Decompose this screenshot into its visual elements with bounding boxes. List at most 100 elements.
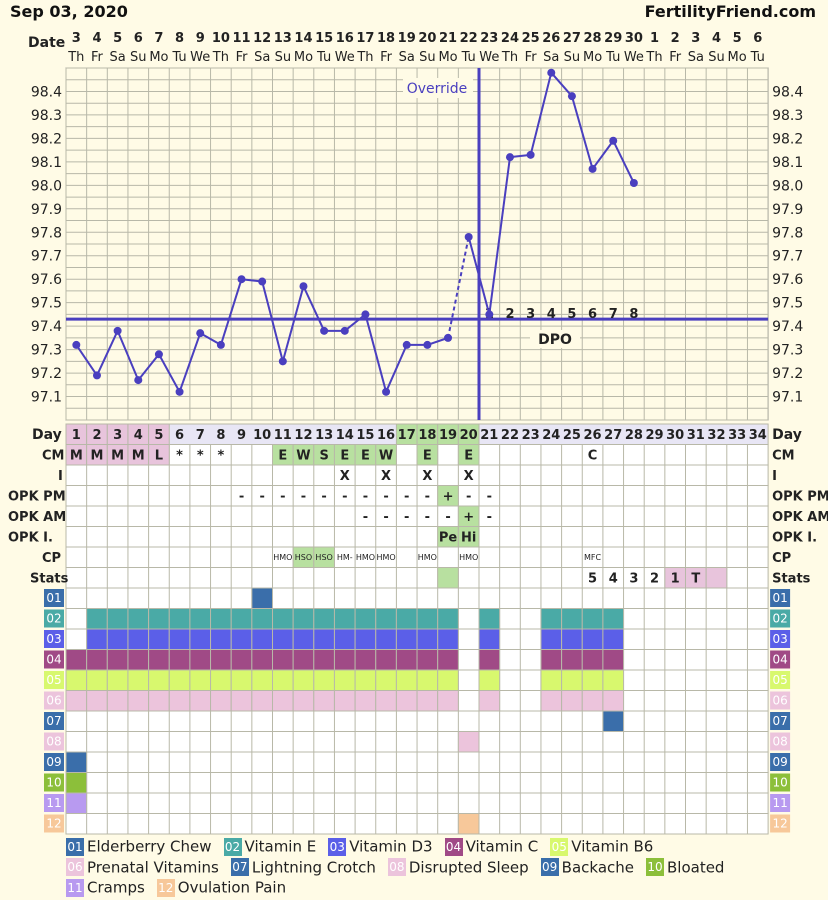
obs-row-label-right: CM <box>772 449 794 464</box>
date-label: 23 <box>480 31 498 46</box>
symptom-cell <box>354 608 377 630</box>
obs-cell-value: - <box>259 490 264 505</box>
symptom-cell <box>540 690 563 712</box>
temp-point <box>258 277 267 286</box>
symptom-cell <box>333 690 356 712</box>
cycle-day-number: 23 <box>522 428 540 443</box>
symptom-cell <box>106 669 129 691</box>
obs-cell-value: L <box>155 449 163 464</box>
dpo-number: 2 <box>505 307 514 322</box>
y-tick-label-left: 97.1 <box>31 390 62 406</box>
symptom-cell <box>375 649 397 671</box>
cycle-day-number: 1 <box>72 428 81 443</box>
symptom-cell <box>86 608 108 630</box>
legend-item: 07 Lightning Crotch <box>230 857 376 878</box>
symptom-code-badge-left <box>44 794 64 812</box>
temp-line-segment <box>467 236 491 315</box>
y-tick-label-right: 98.2 <box>772 131 803 147</box>
symptom-code-right: 12 <box>772 817 787 831</box>
obs-cell-value: HMO <box>418 553 437 562</box>
symptom-cell <box>292 690 315 712</box>
symptom-code-left: 02 <box>46 612 61 626</box>
cycle-day-number: 34 <box>749 428 767 443</box>
symptom-cell <box>602 608 625 630</box>
symptom-cell <box>148 669 170 691</box>
cycle-day-number: 31 <box>687 428 705 443</box>
symptom-cell <box>561 669 583 691</box>
weekday-label: Th <box>212 50 229 65</box>
y-tick-label-right: 97.7 <box>772 249 803 265</box>
temp-line-segment <box>591 140 615 170</box>
date-label: 20 <box>418 31 436 46</box>
symptom-cell <box>230 649 253 671</box>
y-tick-label-left: 97.8 <box>31 225 62 241</box>
temp-line-segment <box>158 353 181 393</box>
cycle-day-number: 20 <box>460 428 478 443</box>
cycle-day-number: 16 <box>377 428 395 443</box>
cycle-day-number: 15 <box>356 428 374 443</box>
obs-cell-value: C <box>588 449 598 464</box>
symptom-cell <box>602 628 625 650</box>
symptom-cell <box>561 608 583 630</box>
obs-cell-value: E <box>361 449 370 464</box>
symptom-cell <box>251 669 274 691</box>
temp-point <box>361 310 370 319</box>
date-label: 18 <box>377 31 395 46</box>
symptom-cell <box>65 669 88 691</box>
dpo-bg <box>530 330 580 348</box>
obs-cell-value: W <box>379 449 393 464</box>
cycle-day-number: 13 <box>315 428 333 443</box>
symptom-code-badge-right <box>770 794 791 812</box>
date-label: 22 <box>460 31 478 46</box>
symptom-cell <box>86 690 108 712</box>
weekday-label: Fr <box>669 50 682 65</box>
symptom-cell <box>148 628 170 650</box>
obs-row-label-right: OPK AM <box>772 510 828 525</box>
dpo-number: 8 <box>629 307 638 322</box>
date-row-label: Date <box>28 35 65 51</box>
site-name[interactable]: FertilityFriend.com <box>644 2 816 21</box>
weekday-label: Sa <box>688 50 704 65</box>
obs-cell-value: - <box>487 490 492 505</box>
legend-code: 03 <box>328 837 347 856</box>
date-label: 14 <box>294 31 312 46</box>
symptom-cell <box>251 608 274 630</box>
obs-cell-value: - <box>363 510 368 525</box>
temp-point <box>154 350 163 359</box>
obs-cell-value: X <box>464 469 474 484</box>
weekday-label: Th <box>501 50 518 65</box>
obs-cell-value: X <box>422 469 432 484</box>
symptom-cell <box>210 628 232 650</box>
temp-point <box>320 326 329 335</box>
symptom-cell <box>354 690 377 712</box>
cycle-day-label-right: Day <box>772 427 802 443</box>
date-label: 24 <box>501 31 519 46</box>
date-label: 25 <box>522 31 540 46</box>
symptom-cell <box>375 628 397 650</box>
legend-label: Prenatal Vitamins <box>87 858 219 876</box>
symptom-cell <box>540 649 563 671</box>
symptom-code-right: 08 <box>772 735 787 749</box>
cycle-day-number: 10 <box>253 428 271 443</box>
obs-cell-value: - <box>301 490 306 505</box>
temp-line-segment <box>385 344 408 393</box>
symptom-cell <box>230 608 253 630</box>
cycle-day-number: 18 <box>418 428 436 443</box>
temp-point <box>423 340 432 349</box>
symptom-cell <box>210 608 232 630</box>
date-label: 26 <box>542 31 560 46</box>
obs-cell-value: HMO <box>376 553 395 562</box>
legend-code: 05 <box>550 837 569 856</box>
temp-line-segment <box>550 72 573 97</box>
weekday-label: Th <box>67 50 84 65</box>
dpo-number: 3 <box>526 307 535 322</box>
symptom-cell <box>416 628 439 650</box>
symptom-cell <box>65 751 88 773</box>
symptom-code-badge-right <box>770 671 791 689</box>
symptom-cell <box>210 649 232 671</box>
symptom-code-badge-left <box>44 589 64 607</box>
symptom-code-left: 08 <box>46 735 61 749</box>
symptom-cell <box>602 690 625 712</box>
symptom-cell <box>65 690 88 712</box>
symptom-code-badge-right <box>770 814 791 833</box>
